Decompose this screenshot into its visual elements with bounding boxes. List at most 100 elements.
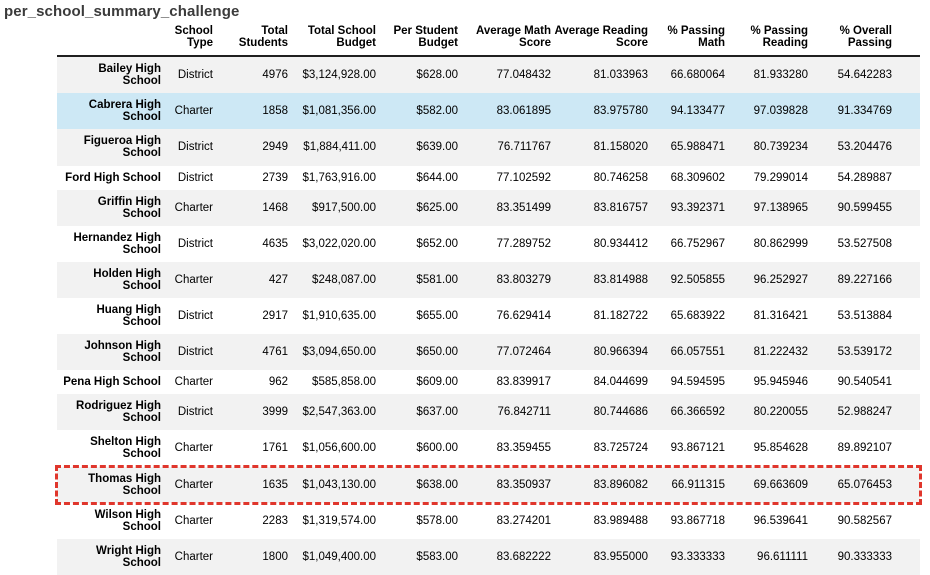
header-row: School Type Total Students Total School Bu…	[57, 22, 920, 58]
cell: 93.867121	[670, 442, 725, 455]
cell: $1,043,130.00	[302, 478, 376, 491]
cell: 83.725724	[593, 442, 648, 455]
cell: $1,763,916.00	[302, 171, 376, 184]
cell: District	[177, 69, 213, 82]
cell: 81.933280	[753, 69, 808, 82]
cell: 93.867718	[670, 514, 725, 527]
column-header: Total School Budget	[288, 22, 376, 58]
cell: 83.839917	[496, 376, 551, 389]
cell: District	[177, 237, 213, 250]
cell: 1468	[262, 201, 288, 214]
table-row: Holden High School Charter 427 $248,087.00 $…	[57, 261, 920, 298]
row-label-school-name: Huang High School	[96, 303, 161, 328]
cell: 66.680064	[670, 69, 725, 82]
cell: 66.752967	[670, 237, 725, 250]
column-header: School Type	[161, 22, 213, 58]
cell: $578.00	[416, 514, 458, 527]
cell: 54.289887	[837, 171, 892, 184]
table-row: Shelton High School Charter 1761 $1,056,600…	[57, 430, 920, 466]
cell: 2917	[262, 309, 288, 322]
cell: 2949	[262, 141, 288, 154]
cell: 4761	[262, 346, 288, 359]
index-header	[57, 22, 161, 58]
column-header: % Passing Math	[648, 22, 725, 58]
cell: Charter	[174, 478, 213, 491]
cell: $3,094,650.00	[302, 346, 376, 359]
cell: 1635	[262, 478, 288, 491]
cell: 90.333333	[837, 550, 892, 563]
cell: $638.00	[416, 478, 458, 491]
cell: $655.00	[416, 309, 458, 322]
row-label-school-name: Figueroa High School	[83, 135, 161, 160]
row-label-school-name: Griffin High School	[97, 195, 161, 220]
column-header: % Overall Passing	[808, 22, 920, 58]
cell: $248,087.00	[312, 273, 376, 286]
cell: 89.892107	[837, 442, 892, 455]
cell: Charter	[174, 442, 213, 455]
cell: $600.00	[416, 442, 458, 455]
cell: 80.934412	[593, 237, 648, 250]
cell: $1,056,600.00	[302, 442, 376, 455]
cell: 66.366592	[670, 406, 725, 419]
cell: $609.00	[416, 376, 458, 389]
column-header: Average Reading Score	[551, 22, 648, 58]
cell: Charter	[174, 201, 213, 214]
table-row: Thomas High School Charter 1635 $1,043,130.…	[55, 464, 922, 505]
table-row: Ford High School District 2739 $1,763,916.0…	[57, 166, 920, 190]
cell: 76.629414	[496, 309, 551, 322]
cell: 65.988471	[670, 141, 725, 154]
table-row: Rodriguez High School District 3999 $2,547,…	[57, 394, 920, 431]
cell: 80.744686	[593, 406, 648, 419]
cell: $1,049,400.00	[302, 550, 376, 563]
row-label-school-name: Wilson High School	[94, 508, 161, 533]
cell: Charter	[174, 514, 213, 527]
cell: 53.527508	[837, 237, 892, 250]
cell: $637.00	[416, 406, 458, 419]
row-label-school-name: Pena High School	[63, 376, 161, 389]
row-label-school-name: Bailey High School	[98, 63, 161, 88]
cell: 1761	[262, 442, 288, 455]
row-label-school-name: Cabrera High School	[88, 99, 161, 124]
cell: 93.392371	[670, 201, 725, 214]
cell: $2,547,363.00	[302, 406, 376, 419]
cell: 76.711767	[497, 141, 551, 154]
cell: Charter	[174, 550, 213, 563]
cell: 80.862999	[753, 237, 808, 250]
cell: 65.076453	[837, 478, 892, 491]
cell: 83.351499	[496, 201, 551, 214]
cell: 83.682222	[496, 550, 551, 563]
row-label-school-name: Johnson High School	[84, 340, 161, 365]
cell: 80.220055	[753, 406, 808, 419]
cell: 93.333333	[670, 550, 725, 563]
cell: 83.803279	[496, 273, 551, 286]
cell: 66.057551	[670, 346, 725, 359]
cell: District	[177, 171, 213, 184]
table-row: Cabrera High School Charter 1858 $1,081,356…	[57, 93, 920, 130]
cell: 83.955000	[593, 550, 648, 563]
cell: $585,858.00	[312, 376, 376, 389]
table-body: Bailey High School District 4976 $3,124,928…	[55, 56, 922, 575]
cell: 1858	[262, 105, 288, 118]
cell: Charter	[174, 376, 213, 389]
cell: 1800	[262, 550, 288, 563]
cell: 77.289752	[496, 237, 551, 250]
cell: $644.00	[416, 171, 458, 184]
cell: 96.611111	[757, 550, 808, 563]
cell: 65.683922	[670, 309, 725, 322]
cell: $639.00	[416, 141, 458, 154]
cell: 54.642283	[837, 69, 892, 82]
cell: 83.989488	[593, 514, 648, 527]
cell: $628.00	[416, 69, 458, 82]
cell: 79.299014	[753, 171, 808, 184]
column-header: Total Students	[213, 22, 288, 58]
cell: $652.00	[416, 237, 458, 250]
row-label-school-name: Thomas High School	[88, 472, 161, 497]
table-row: Hernandez High School District 4635 $3,022,…	[57, 226, 920, 262]
row-label-school-name: Hernandez High School	[73, 231, 161, 256]
cell: 81.222432	[753, 346, 808, 359]
cell: 83.061895	[496, 105, 551, 118]
cell: 80.746258	[593, 171, 648, 184]
cell: 66.911315	[671, 478, 725, 491]
per-school-summary-table: School Type Total Students Total School Bu…	[55, 22, 922, 575]
cell: 91.334769	[837, 105, 892, 118]
